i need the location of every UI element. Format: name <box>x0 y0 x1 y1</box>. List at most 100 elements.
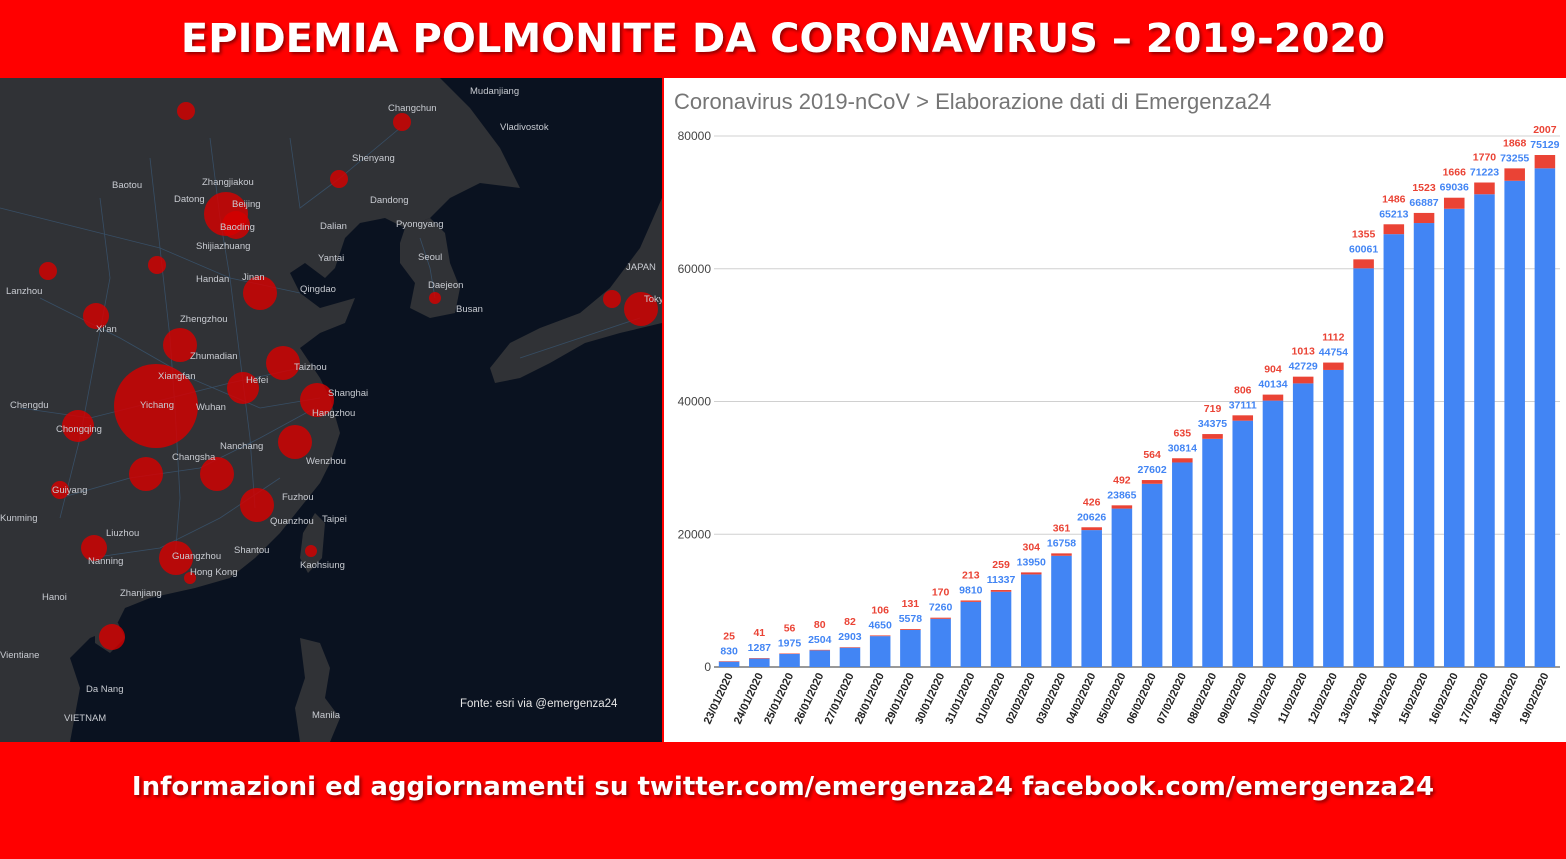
map-label: Manila <box>312 710 341 721</box>
bubble-hubei <box>114 364 198 448</box>
data-label-deaths: 1523 <box>1412 182 1436 194</box>
bar-deaths <box>990 590 1012 592</box>
map-label: Taipei <box>322 514 347 525</box>
x-tick-label: 05/02/2020 <box>1094 671 1128 726</box>
bar-deaths <box>1111 505 1133 509</box>
data-label-cases: 71223 <box>1470 167 1499 179</box>
bar-deaths <box>1383 224 1405 235</box>
x-tick-label: 09/02/2020 <box>1215 671 1249 726</box>
bar-cases <box>990 591 1012 667</box>
map-label: Vientiane <box>0 650 39 661</box>
map-label: Qingdao <box>300 284 336 295</box>
map-label: Yantai <box>318 253 344 264</box>
data-label-cases: 2903 <box>838 631 862 643</box>
data-label-deaths: 806 <box>1234 384 1252 396</box>
header-banner: EPIDEMIA POLMONITE DA CORONAVIRUS – 2019… <box>0 0 1566 78</box>
data-label-cases: 830 <box>720 645 738 657</box>
data-label-cases: 11337 <box>987 574 1016 586</box>
bar-deaths <box>960 600 982 602</box>
x-tick-label: 28/01/2020 <box>853 671 887 726</box>
map-label: Xiangfan <box>158 371 196 382</box>
map-label: JAPAN <box>626 262 656 273</box>
map-label: Quanzhou <box>270 516 314 527</box>
data-label-cases: 4650 <box>868 619 892 631</box>
bar-deaths <box>1262 394 1284 401</box>
bar-deaths <box>1172 458 1193 463</box>
x-tick-label: 12/02/2020 <box>1306 671 1340 726</box>
bar-cases <box>930 618 951 667</box>
map-label: Baotou <box>112 180 142 191</box>
data-label-cases: 75129 <box>1530 139 1559 151</box>
bar-deaths <box>1081 527 1102 531</box>
map-label: Liuzhou <box>106 528 139 539</box>
map-label: Shanghai <box>328 388 368 399</box>
data-label-deaths: 213 <box>962 569 980 581</box>
map-label: Zhanjiang <box>120 588 162 599</box>
x-tick-label: 30/01/2020 <box>913 671 947 726</box>
x-tick-label: 11/02/2020 <box>1276 671 1310 725</box>
data-label-cases: 65213 <box>1379 208 1408 220</box>
bar-deaths <box>1232 415 1254 421</box>
page-title: EPIDEMIA POLMONITE DA CORONAVIRUS – 2019… <box>180 16 1386 62</box>
bar-cases <box>718 661 740 667</box>
cases-bar-chart: Coronavirus 2019-nCoV > Elaborazione dat… <box>674 89 1560 726</box>
bar-deaths <box>900 629 921 630</box>
x-tick-label: 14/02/2020 <box>1366 671 1400 726</box>
x-tick-label: 01/02/2020 <box>974 671 1008 726</box>
map-source-credit: Fonte: esri via @emergenza24 <box>460 698 618 710</box>
bar-deaths <box>1323 362 1344 370</box>
y-tick-label: 0 <box>704 660 711 674</box>
footer-links-text: Informazioni ed aggiornamenti su twitter… <box>131 771 1435 802</box>
east-asia-map: Changchun Vladivostok Mudanjiang Shenyang Ba… <box>0 78 662 742</box>
mainland-land <box>0 78 520 742</box>
map-label: Nanchang <box>220 441 263 452</box>
map-label: Hanoi <box>42 592 67 603</box>
case-bubbles <box>39 102 658 650</box>
data-label-deaths: 56 <box>784 623 796 635</box>
bar-deaths <box>1474 182 1495 195</box>
bar-deaths <box>1292 376 1314 384</box>
data-label-deaths: 304 <box>1022 541 1040 553</box>
bar-deaths <box>1353 259 1374 269</box>
data-label-cases: 5578 <box>899 613 923 625</box>
bar-cases <box>1202 438 1223 667</box>
x-tick-label: 17/02/2020 <box>1457 671 1491 726</box>
data-label-cases: 37111 <box>1229 399 1257 411</box>
map-label: Vladivostok <box>500 122 549 133</box>
x-tick-label: 27/01/2020 <box>823 671 857 726</box>
data-label-deaths: 25 <box>723 630 735 642</box>
bar-cases <box>1534 168 1556 667</box>
bar-cases <box>1262 400 1284 667</box>
data-label-deaths: 564 <box>1143 449 1161 461</box>
data-label-deaths: 2007 <box>1533 124 1557 136</box>
data-label-cases: 2504 <box>808 634 832 646</box>
map-label: Guiyang <box>52 485 87 496</box>
bar-cases <box>1081 530 1102 667</box>
bar-deaths <box>809 649 831 651</box>
bar-cases <box>1020 574 1042 667</box>
bar-cases <box>1383 234 1405 667</box>
x-tick-label: 08/02/2020 <box>1185 671 1219 726</box>
x-tick-label: 25/01/2020 <box>762 671 796 726</box>
bar-cases <box>960 601 982 667</box>
data-label-deaths: 41 <box>753 627 765 639</box>
bar-cases <box>1232 420 1254 667</box>
map-label: Hong Kong <box>190 567 238 578</box>
data-label-deaths: 1013 <box>1291 346 1315 358</box>
map-label: Wuhan <box>196 402 226 413</box>
y-tick-label: 40000 <box>678 395 712 409</box>
data-label-cases: 7260 <box>929 602 953 614</box>
map-label: Zhengzhou <box>180 314 228 325</box>
data-label-cases: 42729 <box>1289 361 1318 373</box>
map-label: Xi'an <box>96 324 117 335</box>
map-label: Busan <box>456 304 483 315</box>
bar-cases <box>1051 555 1072 667</box>
data-label-deaths: 426 <box>1083 496 1101 508</box>
map-labels: Changchun Vladivostok Mudanjiang Shenyang Ba… <box>0 86 662 724</box>
data-label-deaths: 82 <box>844 616 856 628</box>
y-tick-label: 20000 <box>678 527 712 541</box>
map-label: Jinan <box>242 272 265 283</box>
data-label-deaths: 1355 <box>1352 228 1376 240</box>
map-label: Chongqing <box>56 424 102 435</box>
map-label: Mudanjiang <box>470 86 519 97</box>
